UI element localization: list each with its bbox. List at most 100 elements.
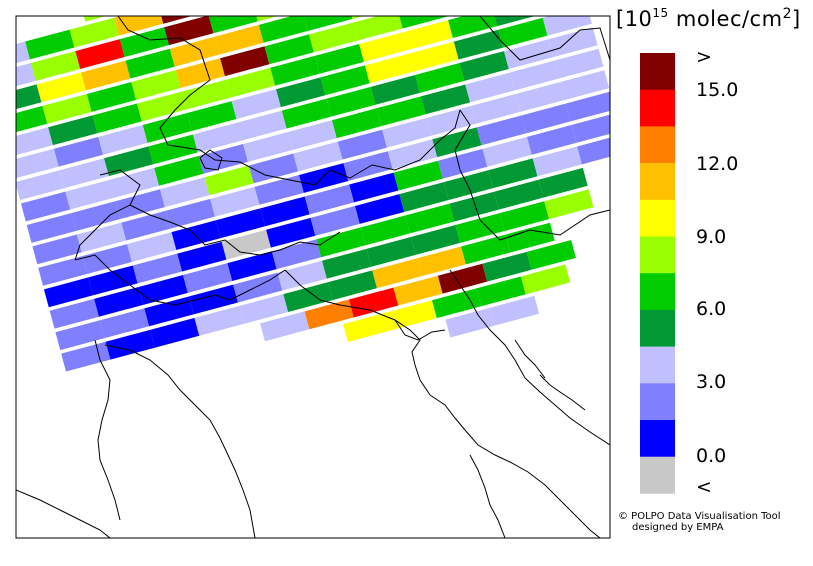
border-line xyxy=(104,344,256,538)
swath-pixel xyxy=(320,65,370,96)
swath-pixel xyxy=(360,215,410,246)
swath-pixel xyxy=(432,288,482,319)
colorbar-bin xyxy=(640,309,675,347)
swath-pixel xyxy=(169,36,220,67)
swath-pixel xyxy=(571,114,610,143)
border-line xyxy=(94,339,121,521)
swath-pixel xyxy=(208,16,258,34)
swath-pixel xyxy=(293,141,343,172)
swath-pixel xyxy=(544,189,594,220)
swath-pixel xyxy=(36,72,86,103)
swath-pixel xyxy=(203,0,252,12)
swath-pixel xyxy=(410,225,461,255)
colorbar-bin xyxy=(640,420,675,457)
swath-pixel xyxy=(82,244,132,274)
swath-pixel xyxy=(254,175,304,205)
swath-pixel xyxy=(30,51,81,81)
swath-pixel xyxy=(554,48,604,79)
swath-pixel xyxy=(505,222,555,253)
swath-pixel xyxy=(281,98,332,129)
swath-pixel xyxy=(376,96,426,127)
swath-pixel xyxy=(382,117,432,148)
swath-pixel xyxy=(131,70,181,100)
swath-pixel xyxy=(76,222,127,253)
border-line xyxy=(539,374,586,411)
swath-pixel xyxy=(304,299,354,330)
swath-pixel xyxy=(432,127,482,158)
swath-pixel xyxy=(542,16,592,36)
border-line xyxy=(469,454,506,538)
swath-pixel xyxy=(142,113,192,143)
swath-pixel xyxy=(237,110,287,141)
swath-pixel xyxy=(392,0,441,7)
swath-pixel xyxy=(443,170,494,201)
swath-pixel xyxy=(316,227,366,258)
swath-pixel xyxy=(137,91,187,122)
swath-pixel xyxy=(220,46,270,77)
swath-pixel xyxy=(94,286,144,317)
swath-pixel xyxy=(548,27,598,58)
swath-pixel xyxy=(181,79,231,110)
border-line xyxy=(449,269,610,446)
swath-pixel xyxy=(515,82,565,112)
swath-pixel xyxy=(171,220,221,251)
swath-pixel xyxy=(165,198,215,229)
swath-pixel xyxy=(304,184,355,215)
swath-pixel xyxy=(277,260,327,291)
swath-pixel xyxy=(409,41,459,72)
swath-pixel xyxy=(276,77,326,108)
swath-pixel xyxy=(526,125,577,155)
swath-pixel xyxy=(69,17,119,48)
swath-pixel xyxy=(192,122,243,153)
swath-pixel xyxy=(310,205,360,236)
swath-pixel xyxy=(175,58,225,89)
swath-pixel xyxy=(327,270,378,301)
swath-pixel xyxy=(16,148,59,179)
swath-pixel xyxy=(322,248,372,279)
swath-pixel xyxy=(287,120,337,150)
swath-pixel xyxy=(55,320,105,351)
colorbar-bin xyxy=(640,53,675,90)
swath-pixel xyxy=(38,255,88,286)
swath-pixel xyxy=(227,251,277,282)
swath-pixel xyxy=(399,16,448,29)
swath-pixel xyxy=(81,60,131,91)
coastline-border-layer xyxy=(16,16,610,538)
swath-pixel xyxy=(577,137,610,165)
swath-pixel xyxy=(161,16,192,24)
colorbar-tick-label: < xyxy=(696,476,712,498)
swath-pixel xyxy=(449,191,499,222)
swath-pixel xyxy=(256,16,278,22)
swath-pixel xyxy=(366,236,416,267)
swath-pixel xyxy=(75,39,125,69)
swath-pixel xyxy=(364,53,415,84)
swath-pixel xyxy=(438,148,488,179)
swath-pixel xyxy=(503,39,554,70)
swath-pixel xyxy=(105,329,155,360)
swath-pixel xyxy=(343,312,393,342)
swath-pixel xyxy=(298,0,347,9)
swath-pixel xyxy=(16,62,36,87)
swath-pixel xyxy=(198,144,248,174)
swath-pixel xyxy=(283,282,333,312)
swath-pixel xyxy=(565,91,610,122)
swath-pixel xyxy=(453,29,504,60)
swath-pixel xyxy=(125,0,174,10)
colorbar xyxy=(640,53,675,494)
swath-pixel xyxy=(98,124,148,155)
swath-pixel xyxy=(61,341,111,372)
swath-pixel xyxy=(264,34,314,65)
swath-pixel xyxy=(420,84,471,115)
swath-pixel xyxy=(331,108,382,139)
swath-pixel xyxy=(343,151,393,181)
border-line xyxy=(479,16,610,61)
swath-pixel xyxy=(354,194,405,224)
swath-pixel xyxy=(221,229,271,260)
swath-pixel xyxy=(521,103,571,134)
colorbar-bin xyxy=(640,273,675,311)
swath-pixel xyxy=(119,27,170,58)
border-line xyxy=(74,254,286,306)
swath-pixel xyxy=(509,60,559,91)
swath-pixel xyxy=(16,170,65,200)
border-line xyxy=(129,204,341,256)
